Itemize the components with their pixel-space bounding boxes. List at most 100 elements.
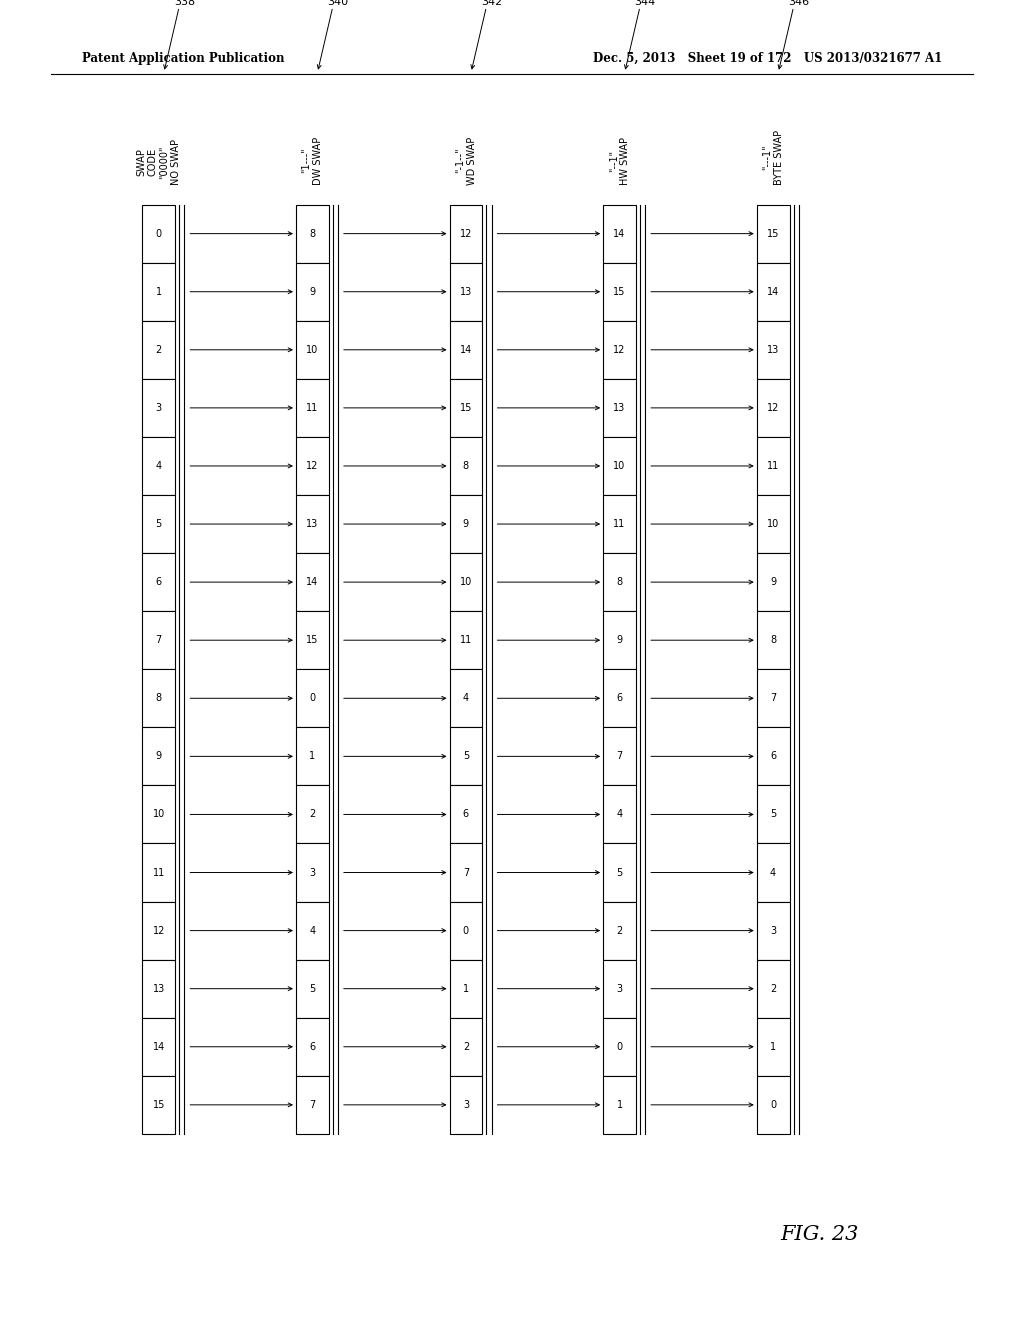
Bar — [142, 553, 175, 611]
Text: 7: 7 — [156, 635, 162, 645]
Bar — [757, 205, 790, 263]
Text: 13: 13 — [153, 983, 165, 994]
Bar — [603, 727, 636, 785]
Text: 4: 4 — [616, 809, 623, 820]
Text: 5: 5 — [309, 983, 315, 994]
Text: 14: 14 — [460, 345, 472, 355]
Text: 8: 8 — [770, 635, 776, 645]
Text: 11: 11 — [306, 403, 318, 413]
Bar — [603, 611, 636, 669]
Text: 6: 6 — [770, 751, 776, 762]
Text: 9: 9 — [770, 577, 776, 587]
Text: 13: 13 — [613, 403, 626, 413]
Bar — [296, 1076, 329, 1134]
Text: 2: 2 — [770, 983, 776, 994]
Bar — [450, 960, 482, 1018]
Text: 10: 10 — [613, 461, 626, 471]
Text: 4: 4 — [463, 693, 469, 704]
Text: 12: 12 — [306, 461, 318, 471]
Text: 7: 7 — [770, 693, 776, 704]
Text: 1: 1 — [616, 1100, 623, 1110]
Bar — [296, 321, 329, 379]
Text: Dec. 5, 2013   Sheet 19 of 172   US 2013/0321677 A1: Dec. 5, 2013 Sheet 19 of 172 US 2013/032… — [593, 51, 942, 65]
Text: FIG. 23: FIG. 23 — [780, 1225, 858, 1243]
Text: 10: 10 — [460, 577, 472, 587]
Text: 7: 7 — [309, 1100, 315, 1110]
Bar — [450, 1076, 482, 1134]
Text: 5: 5 — [616, 867, 623, 878]
Text: 14: 14 — [153, 1041, 165, 1052]
Text: 342: 342 — [481, 0, 502, 7]
Bar — [296, 785, 329, 843]
Bar — [142, 1076, 175, 1134]
Text: 15: 15 — [306, 635, 318, 645]
Text: 4: 4 — [156, 461, 162, 471]
Bar — [603, 1076, 636, 1134]
Bar — [603, 379, 636, 437]
Bar — [603, 960, 636, 1018]
Text: "--1"
HW SWAP: "--1" HW SWAP — [608, 137, 631, 185]
Text: Patent Application Publication: Patent Application Publication — [82, 51, 285, 65]
Bar — [450, 902, 482, 960]
Bar — [450, 611, 482, 669]
Bar — [296, 611, 329, 669]
Text: 0: 0 — [156, 228, 162, 239]
Bar — [450, 321, 482, 379]
Text: 9: 9 — [156, 751, 162, 762]
Text: 1: 1 — [463, 983, 469, 994]
Bar — [603, 669, 636, 727]
Bar — [450, 727, 482, 785]
Text: 8: 8 — [463, 461, 469, 471]
Bar — [757, 437, 790, 495]
Text: 338: 338 — [174, 0, 195, 7]
Text: 0: 0 — [463, 925, 469, 936]
Text: 9: 9 — [616, 635, 623, 645]
Text: 12: 12 — [153, 925, 165, 936]
Text: 2: 2 — [156, 345, 162, 355]
Bar — [603, 263, 636, 321]
Bar — [142, 1018, 175, 1076]
Bar — [142, 263, 175, 321]
Text: 3: 3 — [309, 867, 315, 878]
Text: 1: 1 — [770, 1041, 776, 1052]
Text: 10: 10 — [767, 519, 779, 529]
Bar — [450, 263, 482, 321]
Text: 6: 6 — [309, 1041, 315, 1052]
Bar — [450, 785, 482, 843]
Bar — [757, 960, 790, 1018]
Bar — [450, 1018, 482, 1076]
Bar — [296, 495, 329, 553]
Text: 0: 0 — [770, 1100, 776, 1110]
Bar — [450, 437, 482, 495]
Bar — [603, 1018, 636, 1076]
Text: 15: 15 — [153, 1100, 165, 1110]
Bar — [296, 379, 329, 437]
Bar — [450, 843, 482, 902]
Text: 346: 346 — [788, 0, 809, 7]
Text: 5: 5 — [770, 809, 776, 820]
Text: 11: 11 — [767, 461, 779, 471]
Text: 10: 10 — [306, 345, 318, 355]
Bar — [603, 553, 636, 611]
Bar — [296, 669, 329, 727]
Text: 340: 340 — [328, 0, 348, 7]
Text: 11: 11 — [460, 635, 472, 645]
Bar — [296, 437, 329, 495]
Bar — [450, 379, 482, 437]
Bar — [142, 611, 175, 669]
Text: 13: 13 — [460, 286, 472, 297]
Text: 6: 6 — [616, 693, 623, 704]
Text: 12: 12 — [613, 345, 626, 355]
Bar — [296, 902, 329, 960]
Bar — [450, 205, 482, 263]
Bar — [296, 727, 329, 785]
Bar — [757, 553, 790, 611]
Text: 344: 344 — [635, 0, 655, 7]
Bar — [296, 553, 329, 611]
Bar — [757, 263, 790, 321]
Text: 3: 3 — [770, 925, 776, 936]
Bar — [142, 205, 175, 263]
Text: 5: 5 — [156, 519, 162, 529]
Text: "1---"
DW SWAP: "1---" DW SWAP — [301, 136, 324, 185]
Bar — [603, 495, 636, 553]
